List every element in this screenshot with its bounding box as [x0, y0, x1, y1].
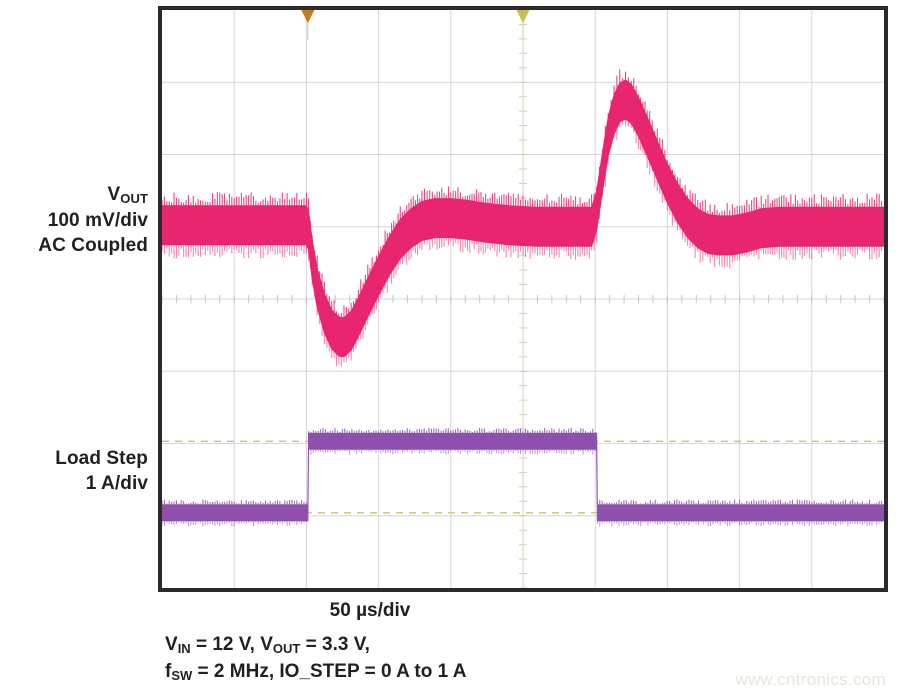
vout-subscript: OUT [120, 191, 148, 206]
vout-scale: 100 mV/div [47, 210, 148, 231]
vout-channel-label: VOUT 100 mV/div AC Coupled [0, 182, 148, 258]
load-step-scale: 1 A/div [85, 473, 148, 494]
oscilloscope-graticule [158, 6, 888, 592]
vout-symbol: V [107, 184, 121, 205]
watermark: www.cntronics.com [735, 670, 886, 689]
load-step-name: Load Step [55, 448, 148, 469]
conditions-line-1: VIN = 12 V, VOUT = 3.3 V, [165, 634, 370, 656]
trace-vout [162, 69, 884, 367]
trigger-markers [301, 10, 530, 40]
vout-name: VOUT [0, 182, 148, 208]
load-step-channel-label: Load Step 1 A/div [0, 446, 148, 496]
waveform-svg [162, 10, 884, 588]
scope-waveform-area [162, 10, 884, 588]
vout-coupling: AC Coupled [38, 235, 148, 256]
test-conditions: VIN = 12 V, VOUT = 3.3 V, fSW = 2 MHz, I… [165, 632, 466, 686]
timebase-label: 50 µs/div [329, 600, 411, 621]
trace-load-step [162, 427, 884, 527]
conditions-line-2: fSW = 2 MHz, IO_STEP = 0 A to 1 A [165, 661, 467, 683]
